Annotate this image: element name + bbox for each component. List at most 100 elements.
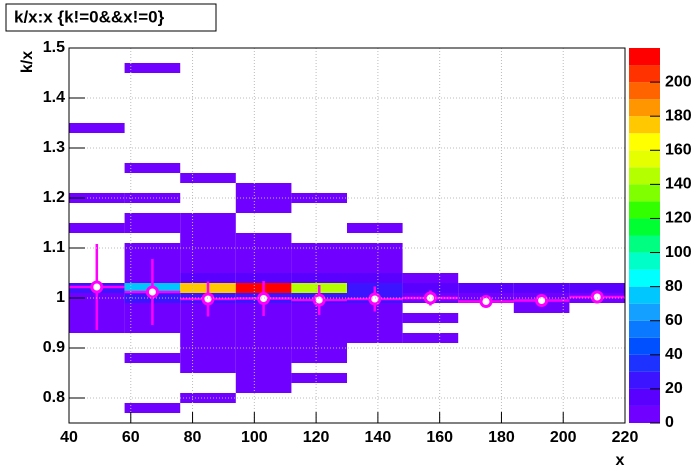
cell [291, 353, 347, 363]
palette-band [629, 133, 660, 151]
cell [402, 273, 459, 283]
z-tick-label: 180 [665, 107, 692, 124]
cell [347, 313, 403, 323]
cell [235, 263, 292, 273]
y-tick-label: 1.5 [43, 39, 65, 56]
x-tick-label: 220 [612, 429, 639, 446]
palette-band [629, 337, 660, 355]
cell [235, 323, 292, 333]
cell [291, 373, 347, 383]
cell [347, 223, 403, 233]
z-tick-label: 140 [665, 176, 692, 193]
profile-marker [479, 295, 493, 308]
cell [124, 223, 181, 233]
y-tick-label: 0.9 [43, 339, 65, 356]
x-tick-label: 180 [488, 429, 515, 446]
y-tick-label: 0.8 [43, 389, 65, 406]
profile-marker [90, 280, 104, 294]
cell [180, 333, 236, 343]
cell [124, 353, 181, 363]
cell [291, 323, 347, 333]
palette-band [629, 269, 660, 287]
z-tick-label: 120 [665, 210, 692, 227]
palette-band [629, 286, 660, 304]
profile-marker [590, 290, 604, 304]
x-tick-label: 100 [241, 429, 268, 446]
cell [347, 333, 403, 343]
palette-band [629, 303, 660, 321]
cell [347, 243, 403, 253]
cell [291, 313, 347, 323]
cell [124, 163, 181, 173]
cell [402, 313, 459, 323]
cell [569, 283, 625, 293]
cell [291, 333, 347, 343]
palette-band [629, 116, 660, 134]
cell [347, 253, 403, 263]
palette-band [629, 201, 660, 219]
cell [124, 403, 181, 413]
cell [235, 353, 292, 363]
cell [180, 353, 236, 363]
cell [235, 203, 292, 213]
overlay [69, 244, 625, 330]
y-tick-label: 1.4 [43, 89, 65, 106]
cell [235, 253, 292, 263]
cell [124, 213, 181, 223]
x-tick-label: 160 [426, 429, 453, 446]
cell [180, 173, 236, 183]
y-tick-label: 1 [56, 289, 65, 306]
z-tick-label: 0 [665, 414, 674, 431]
cell [124, 253, 181, 263]
palette-band [629, 82, 660, 100]
palette-band [629, 371, 660, 389]
palette-band [629, 218, 660, 236]
cell [235, 243, 292, 253]
palette-band [629, 235, 660, 253]
cell [180, 223, 236, 233]
cell [458, 283, 514, 293]
cell [402, 333, 459, 343]
x-tick-label: 40 [60, 429, 78, 446]
cell [180, 313, 236, 323]
profile-marker [368, 292, 382, 306]
palette-band [629, 99, 660, 117]
cell [235, 193, 292, 203]
cell [124, 193, 181, 203]
x-tick-label: 120 [303, 429, 330, 446]
x-tick-label: 80 [184, 429, 202, 446]
palette-band [629, 48, 660, 66]
cell [235, 183, 292, 193]
cell [235, 373, 292, 383]
palette-band [629, 252, 660, 270]
z-tick-label: 40 [665, 346, 683, 363]
y-tick-label: 1.1 [43, 239, 65, 256]
palette-band [629, 167, 660, 185]
z-tick-label: 60 [665, 312, 683, 329]
z-tick-label: 200 [665, 73, 692, 90]
palette-band [629, 388, 660, 406]
cell [235, 343, 292, 353]
cell [235, 313, 292, 323]
cell [513, 303, 570, 313]
cell [291, 243, 347, 253]
cell [235, 363, 292, 373]
cells [69, 63, 625, 413]
title-box [5, 3, 217, 32]
cell [69, 123, 125, 133]
cell [347, 263, 403, 273]
cell [124, 63, 181, 73]
profile-marker [145, 285, 159, 299]
palette-band [629, 184, 660, 202]
x-axis-label: x [616, 452, 625, 469]
chart-title: k/x:x {k!=0&&x!=0} [14, 7, 165, 26]
y-tick-label: 1.2 [43, 189, 65, 206]
cell [513, 283, 570, 293]
cell [235, 233, 292, 243]
cell [69, 223, 125, 233]
frame [68, 47, 626, 424]
cell [347, 323, 403, 333]
y-tick-label: 1.3 [43, 139, 65, 156]
cell [291, 273, 347, 283]
